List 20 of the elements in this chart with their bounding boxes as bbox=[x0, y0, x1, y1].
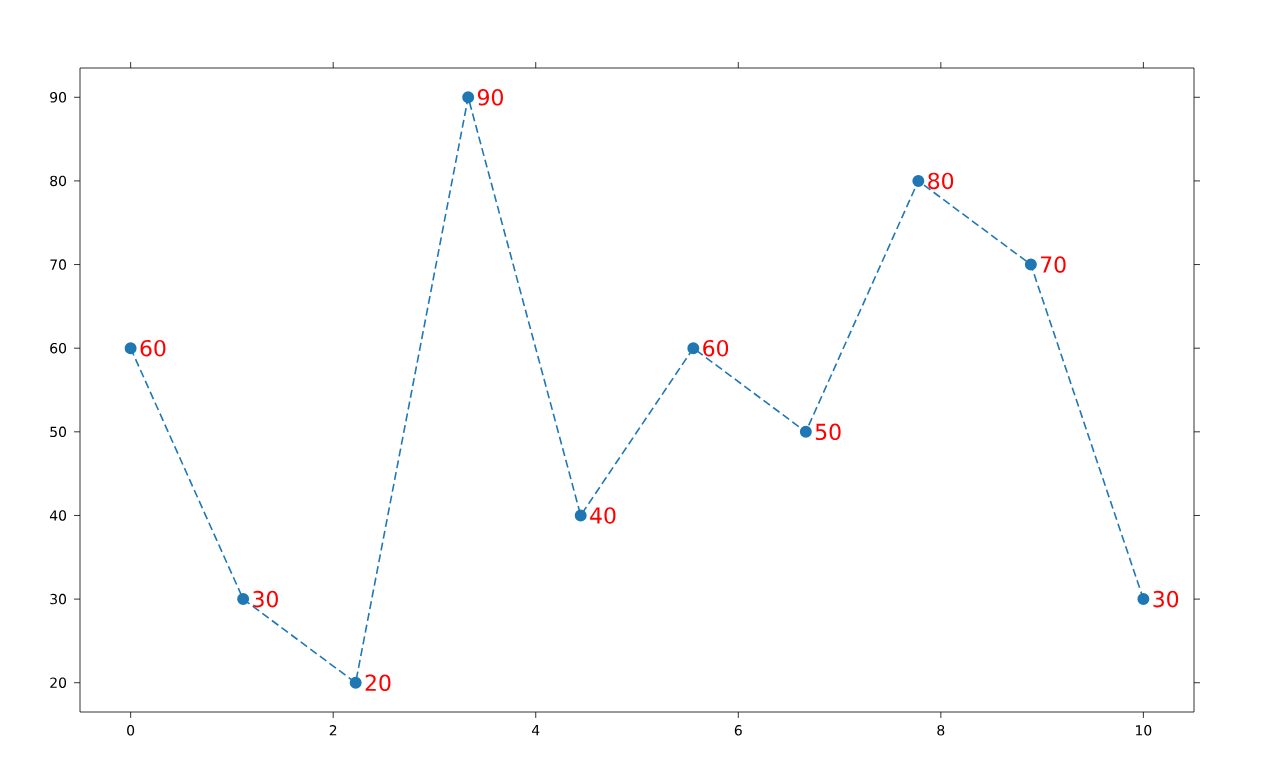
data-label: 70 bbox=[1041, 256, 1066, 273]
point bbox=[124, 342, 137, 355]
point bbox=[799, 425, 812, 438]
data-label: 80 bbox=[928, 172, 954, 190]
data-label: 60 bbox=[140, 339, 166, 357]
data-label: 60 bbox=[703, 339, 729, 357]
point bbox=[462, 91, 475, 104]
point bbox=[687, 342, 700, 355]
point bbox=[912, 174, 925, 187]
point bbox=[1137, 593, 1150, 606]
data-label: 30 bbox=[253, 590, 278, 608]
point bbox=[237, 593, 250, 606]
data-label: 30 bbox=[1153, 590, 1179, 608]
data-label: 90 bbox=[477, 89, 503, 106]
data-label: 50 bbox=[815, 423, 841, 441]
point bbox=[1024, 258, 1037, 271]
data-label: 20 bbox=[365, 674, 391, 692]
point bbox=[574, 509, 587, 522]
point bbox=[349, 676, 362, 689]
data-label: 40 bbox=[590, 507, 616, 524]
